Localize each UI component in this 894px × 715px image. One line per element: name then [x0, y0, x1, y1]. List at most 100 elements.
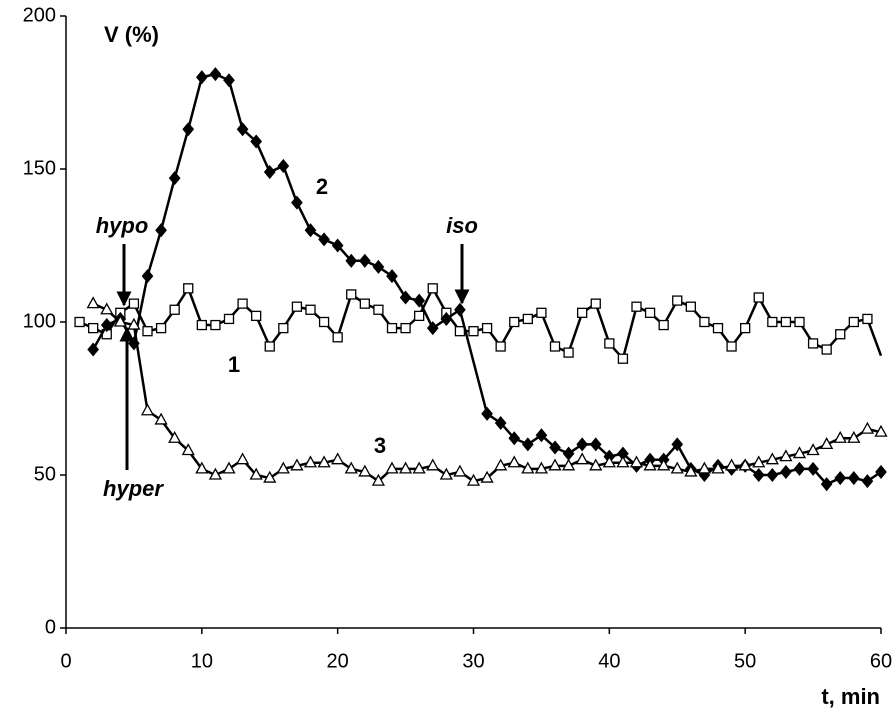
data-marker: [168, 171, 181, 186]
data-marker: [752, 467, 765, 483]
series-label: 1: [228, 352, 240, 377]
data-marker: [169, 304, 180, 315]
data-marker: [590, 298, 601, 309]
data-marker: [480, 470, 494, 483]
data-marker: [345, 253, 358, 268]
data-marker: [291, 195, 303, 210]
data-marker: [127, 317, 141, 330]
data-marker: [561, 458, 576, 471]
data-marker: [359, 298, 370, 309]
data-marker: [589, 458, 603, 471]
y-axis-label: V (%): [104, 22, 159, 47]
data-marker: [440, 311, 453, 326]
data-marker: [711, 461, 725, 474]
data-marker: [358, 464, 372, 477]
data-marker: [521, 437, 534, 452]
x-tick-label: 20: [327, 650, 349, 672]
data-marker: [142, 326, 153, 337]
data-marker: [398, 461, 413, 474]
data-marker: [643, 458, 657, 471]
data-marker: [195, 461, 209, 474]
data-marker: [833, 430, 847, 443]
data-marker: [371, 473, 386, 486]
data-marker: [400, 322, 411, 334]
data-marker: [168, 430, 182, 443]
data-line: [92, 72, 882, 486]
data-marker: [426, 321, 439, 336]
data-marker: [426, 458, 440, 471]
data-marker: [631, 301, 642, 312]
data-marker: [182, 122, 195, 137]
series-label: 2: [316, 174, 328, 199]
data-marker: [806, 443, 820, 456]
data-marker: [862, 313, 873, 325]
data-marker: [263, 165, 276, 180]
data-marker: [534, 461, 549, 474]
data-marker: [589, 437, 602, 452]
data-marker: [657, 458, 671, 471]
data-marker: [779, 449, 793, 462]
data-marker: [399, 290, 412, 305]
data-marker: [331, 452, 345, 465]
data-marker: [644, 307, 656, 318]
data-marker: [277, 158, 290, 173]
data-marker: [208, 467, 223, 480]
data-marker: [88, 322, 99, 334]
data-marker: [318, 232, 330, 247]
data-marker: [481, 322, 493, 334]
data-marker: [617, 353, 629, 364]
data-marker: [658, 319, 669, 331]
data-marker: [304, 223, 317, 238]
annotation: hyper: [103, 476, 164, 501]
data-marker: [386, 322, 398, 334]
data-marker: [210, 319, 221, 331]
data-marker: [331, 238, 344, 253]
data-marker: [154, 412, 168, 425]
data-marker: [821, 344, 832, 355]
data-marker: [548, 458, 562, 471]
data-marker: [263, 470, 277, 483]
data-marker: [766, 467, 779, 483]
data-marker: [670, 461, 684, 474]
x-tick-label: 10: [191, 650, 213, 672]
data-marker: [209, 67, 222, 82]
data-marker: [113, 314, 127, 327]
data-marker: [835, 329, 846, 340]
data-marker: [87, 342, 100, 357]
data-marker: [699, 316, 710, 328]
data-marker: [629, 455, 644, 468]
data-marker: [346, 289, 357, 300]
data-marker: [276, 461, 290, 474]
data-marker: [847, 471, 860, 486]
data-marker: [875, 464, 887, 479]
data-marker: [780, 316, 792, 328]
data-marker: [562, 446, 575, 461]
data-marker: [264, 341, 275, 352]
data-marker: [305, 304, 316, 315]
data-marker: [848, 316, 859, 328]
x-tick-label: 50: [734, 650, 756, 672]
data-marker: [222, 461, 236, 474]
data-marker: [413, 293, 426, 308]
annotation: iso: [446, 213, 478, 238]
data-marker: [495, 341, 506, 352]
data-marker: [602, 455, 616, 468]
data-marker: [291, 301, 303, 312]
data-marker: [344, 461, 358, 474]
data-marker: [235, 452, 250, 465]
data-marker: [453, 464, 467, 477]
data-marker: [439, 467, 453, 480]
data-marker: [874, 424, 888, 437]
data-marker: [697, 461, 712, 474]
data-marker: [549, 341, 561, 352]
data-marker: [86, 296, 100, 309]
data-marker: [780, 464, 792, 479]
data-marker: [141, 269, 154, 284]
data-marker: [237, 298, 248, 309]
data-marker: [847, 430, 861, 443]
data-marker: [494, 415, 507, 430]
data-marker: [183, 283, 194, 294]
data-marker: [604, 338, 615, 349]
x-axis-label: t, min: [821, 684, 880, 709]
data-marker: [726, 341, 737, 352]
